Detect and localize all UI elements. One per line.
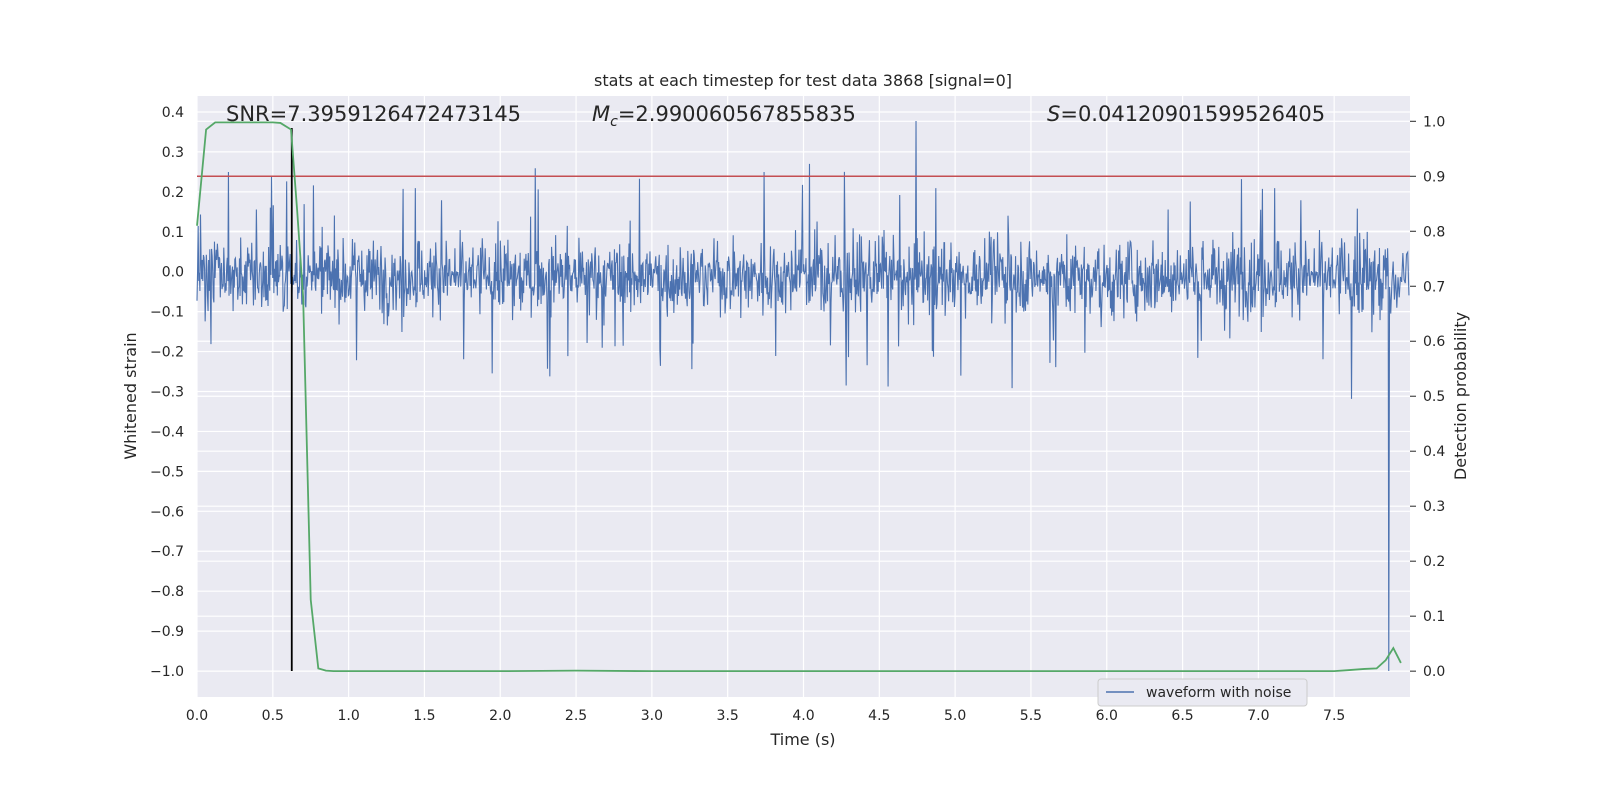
y-left-tick-label: 0.1 [162,225,184,241]
s-symbol: S [1047,102,1060,126]
y-right-tick-label: 1.0 [1423,114,1445,130]
y-right-tick-label: 0.3 [1423,499,1445,515]
y-right-tick-label: 0.9 [1423,169,1445,185]
y-right-tick-label: 0.1 [1423,609,1445,625]
x-tick-label: 0.5 [262,708,284,724]
chirp-mass-annotation: Mc=2.990060567855835 [592,102,856,130]
y-left-tick-label: −1.0 [150,664,184,680]
detection-probability-series [196,121,1402,673]
y-left-tick-label: 0.4 [162,105,184,121]
y-left-tick-label: −0.1 [150,305,184,321]
y-left-tick-label: −0.7 [150,544,184,560]
legend-label: waveform with noise [1146,685,1291,701]
y-axis-label-left: Whitened strain [121,332,140,459]
x-tick-label: 0.0 [186,708,208,724]
y-right-tick-label: 0.2 [1423,554,1445,570]
x-tick-label: 4.0 [792,708,814,724]
y-left-tick-label: 0.2 [162,185,184,201]
x-axis-label: Time (s) [769,730,835,749]
legend-box [1097,678,1308,707]
data-layer [196,120,1410,673]
y-axis-label-right: Detection probability [1451,312,1470,480]
y-right-tick-label: 0.7 [1423,279,1445,295]
x-tick-label: 7.5 [1323,708,1345,724]
y-left-tick-label: −0.9 [150,624,184,640]
y-left-tick-label: 0.0 [162,265,184,281]
y-right-tick-label: 0.4 [1423,444,1445,460]
y-left-tick-label: −0.6 [150,504,184,520]
x-tick-label: 3.0 [641,708,663,724]
y-right-tick-label: 0.0 [1423,664,1445,680]
y-left-tick-label: −0.2 [150,345,184,361]
y-left-tick-label: 0.3 [162,145,184,161]
x-tick-label: 1.0 [337,708,359,724]
x-tick-label: 4.5 [868,708,890,724]
y-right-tick-label: 0.5 [1423,389,1445,405]
chart-title: stats at each timestep for test data 386… [594,71,1012,90]
x-tick-label: 5.5 [1020,708,1042,724]
y-right-tick-label: 0.6 [1423,334,1445,350]
snr-annotation: SNR=7.3959126472473145 [226,102,521,126]
y-left-tick-label: −0.3 [150,385,184,401]
chirp-mass-value: =2.990060567855835 [618,102,856,126]
y-left-tick-label: −0.4 [150,424,184,440]
ticks: 0.0 0.5 1.0 1.5 2.0 2.5 3.0 3.5 4.0 4.5 5.0 5.5 6.0 6… [150,105,1445,724]
x-tick-label: 2.5 [565,708,587,724]
x-tick-label: 5.0 [944,708,966,724]
waveform-series [196,120,1410,672]
s-value: =0.04120901599526405 [1060,102,1325,126]
chirp-mass-symbol: M [592,102,610,126]
y-left-tick-label: −0.8 [150,584,184,600]
x-tick-label: 7.0 [1247,708,1269,724]
x-tick-label: 6.0 [1096,708,1118,724]
y-left-tick-label: −0.5 [150,464,184,480]
y-right-tick-label: 0.8 [1423,224,1445,240]
chirp-mass-subscript: c [610,114,618,130]
x-tick-label: 1.5 [413,708,435,724]
legend: waveform with noise [1097,678,1308,707]
s-annotation: S=0.04120901599526405 [1047,102,1325,126]
x-tick-label: 6.5 [1171,708,1193,724]
x-tick-label: 2.0 [489,708,511,724]
x-tick-label: 3.5 [717,708,739,724]
